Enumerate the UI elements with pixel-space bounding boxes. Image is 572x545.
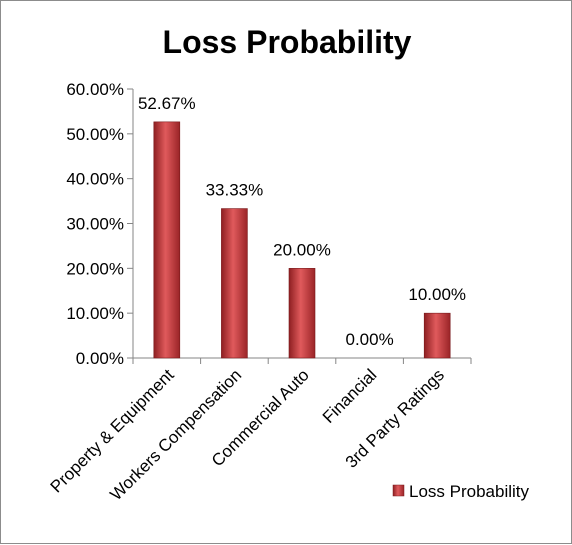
legend-swatch [392, 484, 405, 497]
data-label: 33.33% [206, 181, 264, 200]
y-tick-label: 50.00% [66, 125, 124, 144]
data-label: 20.00% [273, 240, 331, 259]
category-label: Property & Equipment [47, 365, 178, 496]
category-label: Financial [319, 365, 381, 427]
bar [221, 208, 248, 359]
legend: Loss Probability [392, 482, 530, 501]
y-tick-label: 60.00% [66, 80, 124, 99]
chart-title: Loss Probability [163, 24, 412, 60]
bar [423, 312, 451, 359]
y-tick-label: 40.00% [66, 170, 124, 189]
y-tick-label: 10.00% [66, 304, 124, 323]
y-tick-label: 30.00% [66, 215, 124, 234]
data-label: 52.67% [138, 94, 196, 113]
bar [288, 268, 316, 359]
y-tick-label: 0.00% [76, 349, 124, 368]
y-tick-label: 20.00% [66, 259, 124, 278]
data-label: 10.00% [408, 285, 466, 304]
legend-label: Loss Probability [409, 482, 530, 501]
x-axis [132, 357, 472, 364]
data-label: 0.00% [345, 330, 393, 349]
bars [153, 121, 451, 359]
data-labels: 52.67% 33.33% 20.00% 0.00% 10.00% [138, 94, 466, 349]
bar [153, 121, 181, 359]
category-label: Workers Compensation [106, 365, 245, 504]
y-axis: 0.00% 10.00% 20.00% 30.00% 40.00% 50.00% 60.00… [66, 80, 134, 368]
